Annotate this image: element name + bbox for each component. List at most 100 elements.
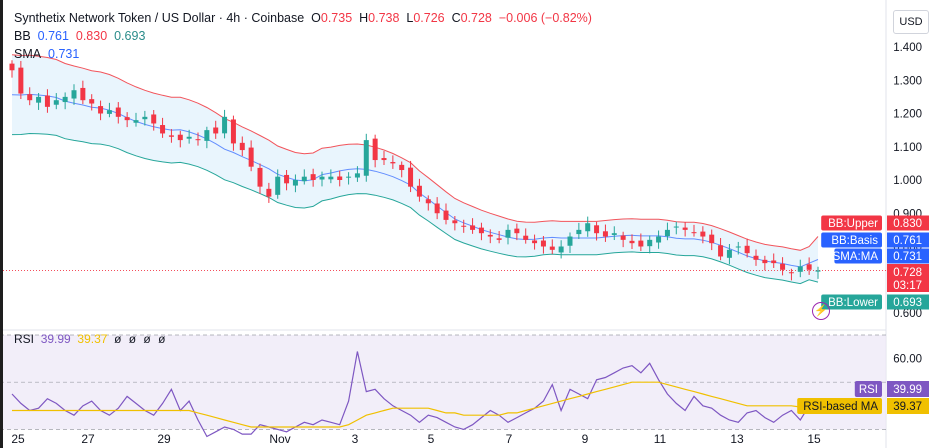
candle-body	[735, 246, 741, 248]
time-axis: 25 27 29 Nov 3 5 7 9 11 13 15	[11, 432, 821, 446]
sma-legend[interactable]: SMA 0.731	[14, 47, 79, 61]
bb-lower-tag: BB:Lower 0.693	[821, 294, 929, 310]
sma-value: 0.731	[48, 47, 80, 61]
candle-body	[638, 240, 644, 247]
candle-body	[213, 127, 219, 134]
candle-body	[133, 120, 139, 123]
candle-body	[718, 245, 724, 257]
candle-body	[558, 246, 564, 253]
bb-upper-tag-value: 0.830	[893, 218, 922, 230]
bb-label: BB	[14, 29, 31, 43]
candle-body	[611, 233, 617, 235]
candle-body	[186, 136, 192, 139]
candle-body	[452, 220, 458, 224]
candle-body	[328, 176, 334, 180]
candle-body	[248, 147, 254, 167]
candle-body	[673, 226, 679, 228]
time-tick-label: 7	[506, 432, 513, 446]
candle-body	[160, 125, 166, 134]
time-tick-label: 27	[81, 432, 95, 446]
close-value: 0.728	[460, 11, 492, 25]
candle-body	[505, 229, 511, 238]
rsi-tick-label: 60.00	[893, 354, 922, 366]
bb-basis-tag-value-bg	[887, 232, 929, 248]
window-edge	[0, 0, 3, 448]
low-label: L	[406, 11, 414, 25]
lightning-icon[interactable]: ⚡	[812, 302, 830, 320]
candle-body	[700, 231, 706, 237]
last-price-value: 0.728	[893, 267, 922, 279]
bb-upper-tag-label: BB:Upper	[828, 218, 878, 230]
rsi-pane	[0, 334, 886, 438]
change-value: −0.006 (−0.82%)	[498, 11, 592, 25]
candle-body	[771, 260, 777, 264]
candle-body	[346, 176, 352, 178]
bb-lower-tag-value: 0.693	[893, 297, 922, 309]
symbol-header: Synthetix Network Token / US Dollar · 4h…	[14, 11, 592, 25]
candle-body	[434, 203, 440, 214]
candle-body	[18, 67, 24, 94]
candle-body	[284, 174, 290, 184]
candle-body	[416, 185, 422, 197]
price-tick-label: 1.400	[893, 42, 922, 54]
bb-upper-tag: BB:Upper 0.830	[821, 215, 929, 231]
rsi-ma-tag-label: RSI-based MA	[803, 401, 878, 413]
candle-body	[337, 176, 343, 180]
candle-body	[780, 263, 786, 270]
candle-body	[682, 227, 688, 230]
bb-upper-line	[11, 54, 819, 251]
candle-body	[443, 210, 449, 220]
bb-basis-tag-label: BB:Basis	[831, 235, 878, 247]
candle-body	[53, 100, 59, 105]
candle-body	[523, 235, 529, 240]
candle-body	[142, 116, 148, 120]
bb-lower-tag-label: BB:Lower	[828, 297, 878, 309]
candle-body	[514, 228, 520, 234]
sma-tag-label: SMA:MA	[833, 251, 879, 263]
candle-body	[230, 119, 236, 144]
currency-button[interactable]: USD	[893, 10, 929, 34]
rsi-tag-value-bg	[887, 381, 929, 397]
candle-body	[36, 96, 42, 103]
rsi-tag-label: RSI	[859, 384, 878, 396]
rsi-tag: RSI 39.99	[854, 381, 929, 397]
candle-body	[106, 110, 112, 114]
candle-body	[399, 164, 405, 171]
candle-body	[177, 134, 183, 141]
candle-body	[647, 239, 653, 247]
rsi-legend[interactable]: RSI 39.99 39.37 ø ø ø ø	[14, 332, 167, 346]
candle-body	[310, 174, 316, 180]
candle-body	[753, 255, 759, 260]
bb-basis-value: 0.761	[37, 29, 69, 43]
bb-upper-value: 0.830	[75, 29, 108, 43]
sma-label: SMA	[14, 47, 42, 61]
candle-body	[195, 139, 201, 141]
candle-body	[62, 96, 68, 103]
candle-body	[691, 232, 697, 234]
indicator-lines	[0, 54, 886, 285]
rsi-extra-values: ø ø ø ø	[114, 332, 168, 346]
candle-body	[266, 188, 272, 197]
candle-body	[168, 135, 174, 137]
candle-body	[239, 142, 245, 151]
candle-body	[115, 107, 121, 117]
candle-body	[44, 95, 50, 107]
countdown-value: 03:17	[893, 280, 922, 292]
rsi-ma-tag-label-bg	[797, 398, 882, 414]
bb-legend[interactable]: BB 0.761 0.830 0.693	[14, 29, 145, 43]
candle-body	[620, 235, 626, 240]
candle-body	[549, 246, 555, 250]
candle-body	[664, 229, 670, 237]
low-value: 0.726	[413, 11, 445, 25]
bb-upper-tag-value-bg	[887, 215, 929, 231]
bb-basis-line	[11, 93, 819, 268]
last-price-bg	[887, 264, 929, 292]
symbol-title: Synthetix Network Token / US Dollar · 4h…	[14, 11, 305, 25]
time-tick-label: 15	[807, 432, 821, 446]
sma-tag-label-bg	[834, 248, 882, 264]
candle-body	[602, 231, 608, 237]
candle-body	[788, 272, 794, 274]
candle-body	[576, 229, 582, 235]
rsi-line	[11, 351, 818, 438]
